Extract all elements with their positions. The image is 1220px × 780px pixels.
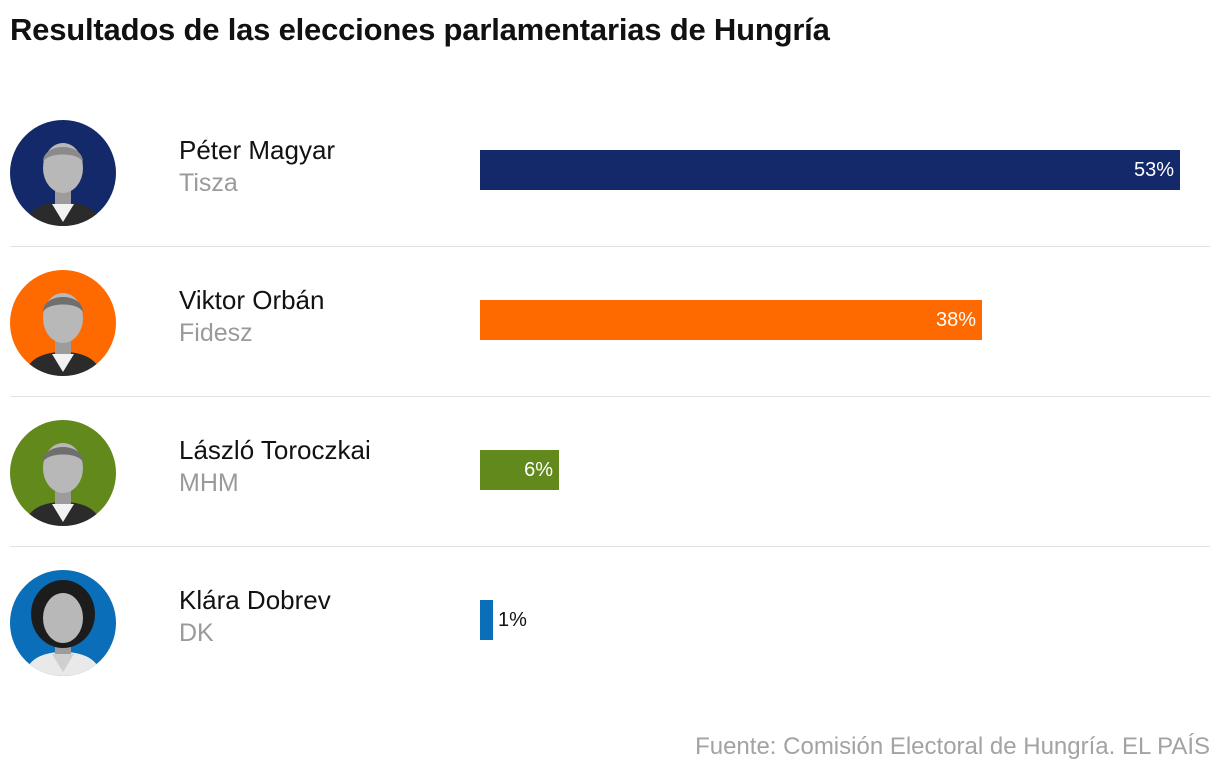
candidate-name: László Toroczkai — [179, 435, 371, 465]
bar-value-label: 38% — [935, 309, 976, 331]
bar-track: 53% — [480, 150, 1180, 190]
candidate-name: Viktor Orbán — [179, 285, 325, 315]
candidate-photo — [10, 270, 116, 376]
portrait-icon — [10, 420, 116, 526]
chart-title: Resultados de las elecciones parlamentar… — [10, 12, 830, 47]
candidate-list: Péter Magyar Tisza 53% Viktor Orbán Fide… — [10, 97, 1210, 696]
bar-track: 6% — [480, 450, 1180, 490]
candidate-photo — [10, 570, 116, 676]
bar-value-label: 1% — [498, 609, 527, 631]
candidate-photo — [10, 120, 116, 226]
candidate-party: Tisza — [179, 169, 238, 197]
bar — [480, 450, 559, 490]
source-note: Fuente: Comisión Electoral de Hungría. E… — [695, 733, 1210, 760]
bar-track: 38% — [480, 300, 1180, 340]
bar — [480, 600, 493, 640]
candidate-name: Péter Magyar — [179, 135, 336, 165]
bar-value-label: 6% — [524, 459, 553, 481]
candidate-name: Klára Dobrev — [179, 585, 331, 615]
portrait-icon — [10, 570, 116, 676]
candidate-party: Fidesz — [179, 319, 253, 347]
candidate-party: DK — [179, 619, 214, 647]
candidate-photo — [10, 420, 116, 526]
portrait-icon — [10, 270, 116, 376]
portrait-icon — [10, 120, 116, 226]
candidate-row: Viktor Orbán Fidesz 38% — [10, 247, 1210, 397]
candidate-row: Péter Magyar Tisza 53% — [10, 97, 1210, 247]
candidate-party: MHM — [179, 469, 239, 497]
bar-track: 1% — [480, 600, 1180, 640]
bar-value-label: 53% — [1133, 159, 1174, 181]
candidate-row: László Toroczkai MHM 6% — [10, 397, 1210, 547]
candidate-row: Klára Dobrev DK 1% — [10, 547, 1210, 696]
bar — [480, 150, 1180, 190]
bar — [480, 300, 982, 340]
